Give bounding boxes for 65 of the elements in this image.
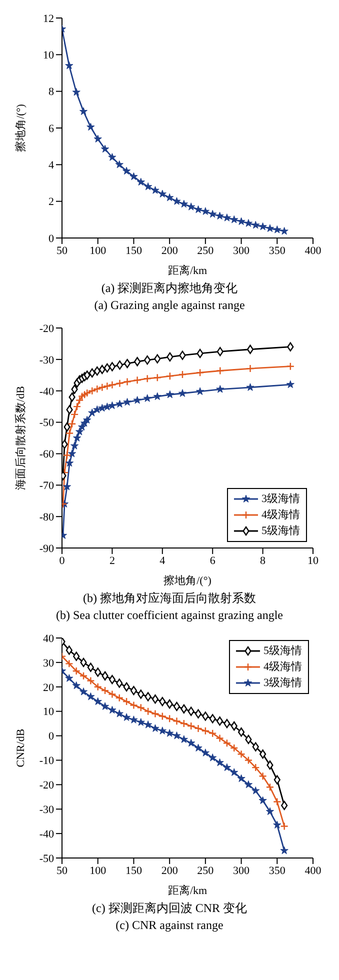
x-tick-label: 4 <box>160 554 166 567</box>
y-tick-label: -20 <box>39 322 54 335</box>
text: (b) 擦地角对应海面后向散射系数 <box>82 590 257 607</box>
text: (b) Sea clutter coefficient against grazing angle <box>54 607 284 624</box>
x-tick-label: 10 <box>308 554 319 567</box>
y-tick-label: 30 <box>43 657 54 670</box>
x-tick-label: 400 <box>304 244 322 257</box>
y-tick-label: -40 <box>39 386 54 398</box>
x-axis-title: 擦地角/(°) <box>164 574 212 587</box>
x-axis-title: 距离/km <box>168 884 208 897</box>
x-tick-label: 300 <box>233 244 250 257</box>
y-tick-label: -50 <box>39 852 54 865</box>
x-tick-label: 8 <box>260 554 266 567</box>
y-axis-title: 海面后向散射系数/dB <box>14 386 27 490</box>
y-tick-label: -60 <box>39 448 54 461</box>
x-tick-label: 50 <box>56 864 68 877</box>
x-tick-label: 350 <box>268 244 286 257</box>
x-axis-title: 距离/km <box>168 264 208 277</box>
x-tick-label: 100 <box>90 864 107 877</box>
y-axis-title: 擦地角/(°) <box>14 104 27 152</box>
y-tick-label: -50 <box>39 417 54 430</box>
text: (c) CNR against range <box>114 917 224 934</box>
y-tick-label: -10 <box>39 755 54 768</box>
y-tick-label: 10 <box>43 50 54 62</box>
x-tick-label: 150 <box>125 864 142 877</box>
y-tick-label: 12 <box>43 12 54 25</box>
x-tick-label: 200 <box>161 244 178 257</box>
text: (a) Grazing angle against range <box>93 297 246 314</box>
y-tick-label: -80 <box>39 511 54 524</box>
y-tick-label: 0 <box>48 730 54 743</box>
legend-label: 5级海情 <box>264 644 302 659</box>
y-tick-label: 0 <box>48 232 54 245</box>
y-tick-label: -40 <box>39 828 54 840</box>
y-tick-label: 6 <box>48 122 54 135</box>
y-tick-label: 8 <box>48 86 54 98</box>
text: (c) 探测距离内回波 CNR 变化 <box>91 900 248 917</box>
x-tick-label: 100 <box>90 244 107 257</box>
legend-label: 4级海情 <box>264 660 302 675</box>
x-tick-label: 200 <box>161 864 178 877</box>
y-tick-label: 40 <box>43 632 54 645</box>
y-tick-label: -20 <box>39 780 54 792</box>
legend-label: 5级海情 <box>262 524 300 539</box>
x-tick-label: 400 <box>304 864 322 877</box>
x-tick-label: 300 <box>233 864 250 877</box>
legend-label: 3级海情 <box>264 676 302 691</box>
y-tick-label: 10 <box>43 706 54 718</box>
y-tick-label: -30 <box>39 354 54 366</box>
x-tick-label: 350 <box>268 864 286 877</box>
legend-label: 4级海情 <box>262 508 300 523</box>
y-tick-label: -90 <box>39 542 54 555</box>
y-axis-title: CNR/dB <box>14 728 27 768</box>
text: (a) 探测距离内擦地角变化 <box>100 280 239 297</box>
y-tick-label: -30 <box>39 804 54 816</box>
y-tick-label: 4 <box>48 160 54 172</box>
x-tick-label: 150 <box>125 244 142 257</box>
legend-label: 3级海情 <box>262 492 300 507</box>
x-tick-label: 2 <box>109 554 115 567</box>
x-tick-label: 0 <box>59 554 66 567</box>
x-tick-label: 250 <box>197 864 214 877</box>
y-tick-label: 20 <box>43 682 54 694</box>
x-tick-label: 6 <box>210 554 216 567</box>
x-tick-label: 50 <box>56 244 68 257</box>
y-tick-label: -70 <box>39 480 54 492</box>
x-tick-label: 250 <box>197 244 214 257</box>
y-tick-label: 2 <box>48 196 54 208</box>
